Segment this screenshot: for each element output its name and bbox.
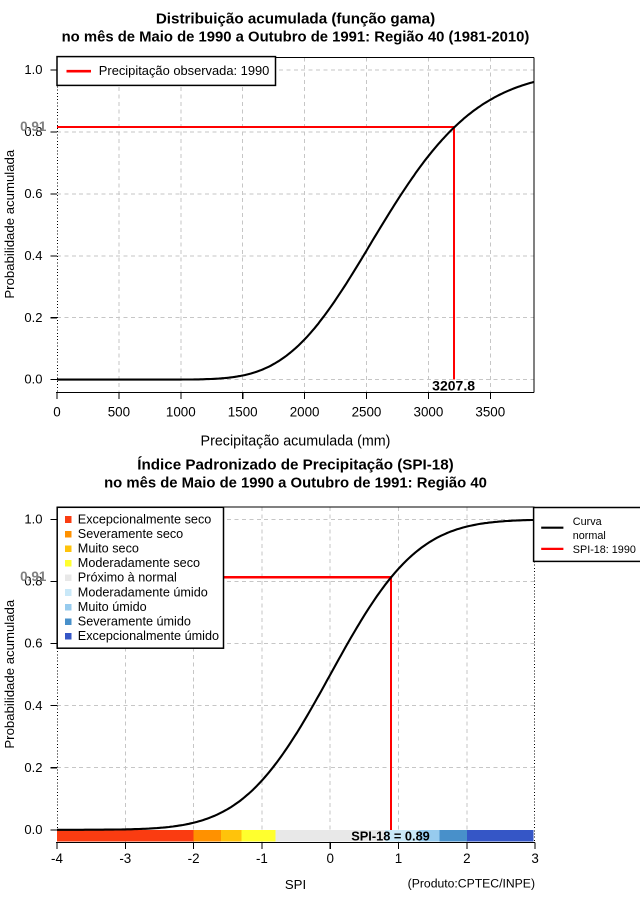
svg-text:0.2: 0.2 bbox=[24, 760, 42, 775]
svg-text:Precipitação acumulada (mm): Precipitação acumulada (mm) bbox=[201, 433, 391, 449]
svg-text:-2: -2 bbox=[188, 851, 200, 866]
svg-text:0.0: 0.0 bbox=[24, 372, 42, 387]
svg-text:Índice Padronizado de Precipit: Índice Padronizado de Precipitação (SPI-… bbox=[137, 457, 454, 474]
svg-text:-3: -3 bbox=[119, 851, 131, 866]
svg-text:0.0: 0.0 bbox=[24, 822, 42, 837]
svg-text:0.6: 0.6 bbox=[24, 186, 42, 201]
svg-text:2000: 2000 bbox=[290, 405, 320, 420]
svg-text:no mês de Maio de 1990 a Outub: no mês de Maio de 1990 a Outubro de 1991… bbox=[104, 476, 487, 492]
svg-text:0.4: 0.4 bbox=[24, 248, 42, 263]
svg-text:no mês de Maio de 1990 a Outub: no mês de Maio de 1990 a Outubro de 1991… bbox=[62, 30, 530, 46]
svg-text:1.0: 1.0 bbox=[24, 62, 42, 77]
svg-text:0.6: 0.6 bbox=[24, 636, 42, 651]
svg-text:2500: 2500 bbox=[352, 405, 382, 420]
svg-text:SPI-18 = 0.89: SPI-18 = 0.89 bbox=[351, 828, 430, 843]
svg-text:1000: 1000 bbox=[166, 405, 196, 420]
svg-text:Severamente úmido: Severamente úmido bbox=[78, 615, 191, 629]
svg-text:1.0: 1.0 bbox=[24, 512, 42, 527]
svg-text:Moderadamente seco: Moderadamente seco bbox=[78, 556, 200, 570]
svg-text:-4: -4 bbox=[51, 851, 63, 866]
svg-text:Moderadamente úmido: Moderadamente úmido bbox=[78, 585, 208, 599]
svg-text:0.2: 0.2 bbox=[24, 310, 42, 325]
svg-text:normal: normal bbox=[573, 530, 606, 542]
svg-text:1500: 1500 bbox=[228, 405, 258, 420]
svg-text:0: 0 bbox=[326, 851, 333, 866]
svg-text:Distribuição acumulada (função: Distribuição acumulada (função gama) bbox=[156, 11, 435, 28]
svg-text:Probabilidade acumulada: Probabilidade acumulada bbox=[2, 149, 17, 298]
svg-text:3500: 3500 bbox=[475, 405, 505, 420]
svg-text:SPI: SPI bbox=[285, 877, 306, 892]
svg-text:Severamente seco: Severamente seco bbox=[78, 527, 183, 541]
svg-text:0.91: 0.91 bbox=[20, 119, 47, 134]
svg-text:500: 500 bbox=[108, 405, 130, 420]
svg-text:-1: -1 bbox=[256, 851, 268, 866]
svg-text:3: 3 bbox=[531, 851, 538, 866]
svg-text:Curva: Curva bbox=[573, 516, 602, 528]
svg-text:1: 1 bbox=[395, 851, 402, 866]
svg-text:Muito úmido: Muito úmido bbox=[78, 600, 147, 614]
svg-text:SPI-18: 1990: SPI-18: 1990 bbox=[573, 544, 636, 556]
svg-text:Excepcionalmente seco: Excepcionalmente seco bbox=[78, 512, 212, 526]
svg-text:(Produto:CPTEC/INPE): (Produto:CPTEC/INPE) bbox=[408, 876, 535, 890]
svg-text:0.8: 0.8 bbox=[24, 574, 42, 589]
svg-text:0.8: 0.8 bbox=[24, 124, 42, 139]
svg-text:Probabilidade acumulada: Probabilidade acumulada bbox=[2, 599, 17, 748]
svg-text:Muito seco: Muito seco bbox=[78, 542, 139, 556]
svg-text:2: 2 bbox=[463, 851, 470, 866]
svg-text:3000: 3000 bbox=[414, 405, 444, 420]
svg-text:3207.8: 3207.8 bbox=[432, 378, 475, 394]
svg-text:Próximo à normal: Próximo à normal bbox=[78, 571, 177, 585]
svg-text:Precipitação observada: 1990: Precipitação observada: 1990 bbox=[99, 63, 270, 78]
svg-text:0.91: 0.91 bbox=[20, 569, 47, 584]
svg-text:0: 0 bbox=[53, 405, 60, 420]
svg-text:Excepcionalmente úmido: Excepcionalmente úmido bbox=[78, 629, 219, 643]
svg-text:0.4: 0.4 bbox=[24, 698, 42, 713]
